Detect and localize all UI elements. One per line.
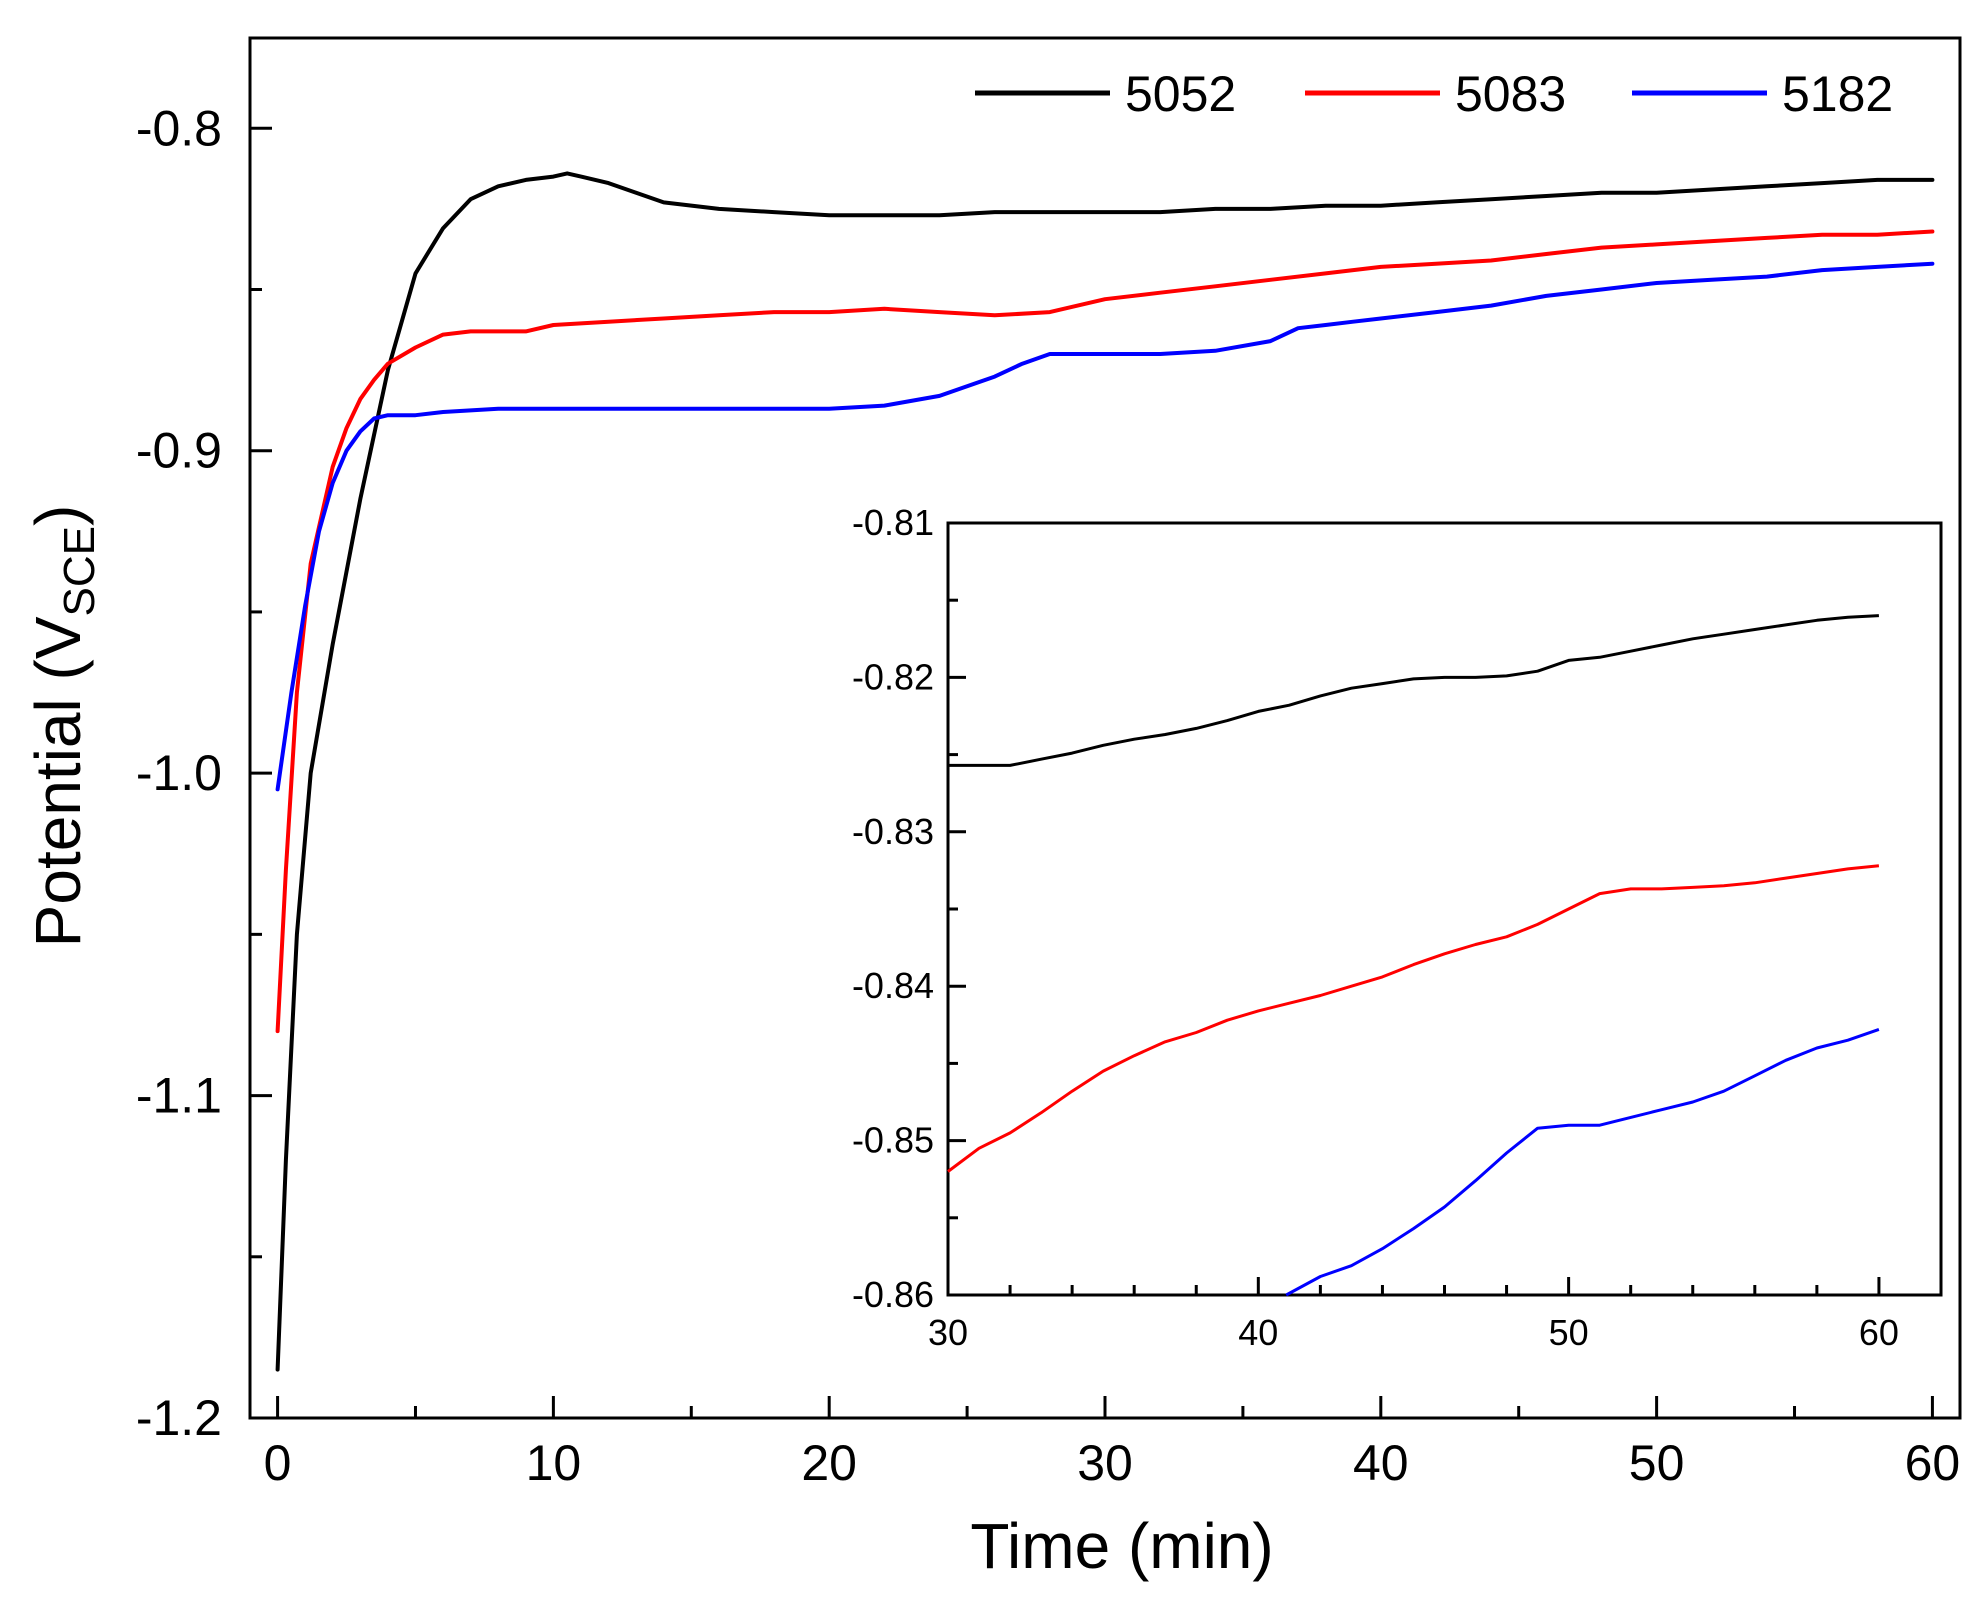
- y-axis-title-close: ): [22, 505, 94, 526]
- main-series-5182: [275, 261, 1935, 792]
- inset-y-tick-label: -0.82: [852, 656, 934, 697]
- inset-series-line-2: [947, 864, 1880, 1173]
- inset-series-line-3: [1285, 1027, 1880, 1297]
- main-x-tick-label: 0: [264, 1435, 292, 1491]
- main-x-tick-label: 20: [801, 1435, 857, 1491]
- main-y-tick-label: -1.2: [136, 1390, 222, 1446]
- main-plot-frame: [248, 36, 1962, 1420]
- main-y-tick-label: -0.9: [136, 423, 222, 479]
- legend-label-5083: 5083: [1455, 66, 1566, 122]
- inset-series-line-1: [948, 614, 1879, 767]
- main-x-tick-label: 30: [1077, 1435, 1133, 1491]
- inset-x-tick-label: 30: [928, 1312, 968, 1353]
- main-series-5052: [275, 171, 1935, 1372]
- inset-x-tick-label: 50: [1549, 1312, 1589, 1353]
- inset-y-tick-label: -0.81: [852, 502, 934, 543]
- legend-label-5182: 5182: [1782, 66, 1893, 122]
- y-axis-title-main: Potential (V: [22, 616, 94, 947]
- main-x-tick-label: 60: [1905, 1435, 1961, 1491]
- legend: 5052 5083 5182: [975, 66, 1893, 122]
- main-series-5083: [275, 229, 1935, 1034]
- main-x-tick-label: 40: [1353, 1435, 1409, 1491]
- main-x-tick-label: 10: [526, 1435, 582, 1491]
- inset-y-tick-label: -0.83: [852, 811, 934, 852]
- legend-label-5052: 5052: [1125, 66, 1236, 122]
- inset-x-tick-label: 40: [1238, 1312, 1278, 1353]
- inset-y-tick-label: -0.85: [852, 1120, 934, 1161]
- inset-y-tick-label: -0.86: [852, 1274, 934, 1315]
- inset-series: [947, 614, 1880, 1297]
- inset-plot-frame: [946, 521, 1943, 1297]
- main-y-tick-label: -1.0: [136, 745, 222, 801]
- y-axis-title: Potential (VSCE): [22, 505, 104, 948]
- main-y-tick-label: -0.8: [136, 100, 222, 156]
- main-y-tick-label: -1.1: [136, 1068, 222, 1124]
- inset-y-tick-label: -0.84: [852, 965, 934, 1006]
- y-axis-title-subscript: SCE: [55, 526, 104, 616]
- inset-ticks: 30 40 50 60 -0.81 -0.82 -0.83 -0.84 -0.85 -0.86: [852, 502, 1899, 1353]
- main-series: [275, 171, 1935, 1372]
- x-axis-title: Time (min): [970, 1510, 1273, 1582]
- main-x-tick-label: 50: [1629, 1435, 1685, 1491]
- main-ticks: 0 10 20 30 40 50 60 -0.8 -0.9 -1.0 -1.1 -1.2: [136, 100, 1960, 1491]
- inset-x-tick-label: 60: [1859, 1312, 1899, 1353]
